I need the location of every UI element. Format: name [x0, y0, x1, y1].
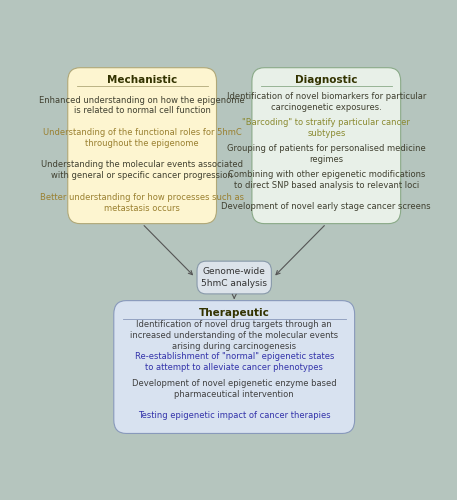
- Text: Therapeutic: Therapeutic: [199, 308, 270, 318]
- Text: Identification of novel biomarkers for particular
carcinogenetic exposures.: Identification of novel biomarkers for p…: [227, 92, 426, 112]
- Text: Identification of novel drug targets through an
increased understanding of the m: Identification of novel drug targets thr…: [130, 320, 338, 351]
- Text: Enhanced understanding on how the epigenome
is related to normal cell function: Enhanced understanding on how the epigen…: [39, 96, 245, 116]
- Text: Mechanistic: Mechanistic: [107, 76, 177, 86]
- Text: Diagnostic: Diagnostic: [295, 76, 357, 86]
- FancyBboxPatch shape: [114, 300, 355, 434]
- FancyBboxPatch shape: [68, 68, 217, 224]
- Text: "Barcoding" to stratify particular cancer
subtypes: "Barcoding" to stratify particular cance…: [242, 118, 410, 138]
- FancyBboxPatch shape: [252, 68, 401, 224]
- Text: Development of novel epigenetic enzyme based
pharmaceutical intervention: Development of novel epigenetic enzyme b…: [132, 379, 336, 398]
- Text: Development of novel early stage cancer screens: Development of novel early stage cancer …: [222, 202, 431, 210]
- Text: Better understanding for how processes such as
metastasis occurs: Better understanding for how processes s…: [40, 193, 244, 212]
- Text: Understanding the molecular events associated
with general or specific cancer pr: Understanding the molecular events assoc…: [41, 160, 243, 180]
- Text: Testing epigenetic impact of cancer therapies: Testing epigenetic impact of cancer ther…: [138, 411, 330, 420]
- Text: Genome-wide
5hmC analysis: Genome-wide 5hmC analysis: [201, 267, 267, 288]
- Text: Re-establishment of "normal" epigenetic states
to attempt to alleviate cancer ph: Re-establishment of "normal" epigenetic …: [134, 352, 334, 372]
- FancyBboxPatch shape: [197, 261, 271, 294]
- Text: Combining with other epigenetic modifications
to direct SNP based analysis to re: Combining with other epigenetic modifica…: [228, 170, 425, 190]
- Text: Understanding of the functional roles for 5hmC
throughout the epigenome: Understanding of the functional roles fo…: [43, 128, 241, 148]
- Text: Grouping of patients for personalised medicine
regimes: Grouping of patients for personalised me…: [227, 144, 425, 164]
